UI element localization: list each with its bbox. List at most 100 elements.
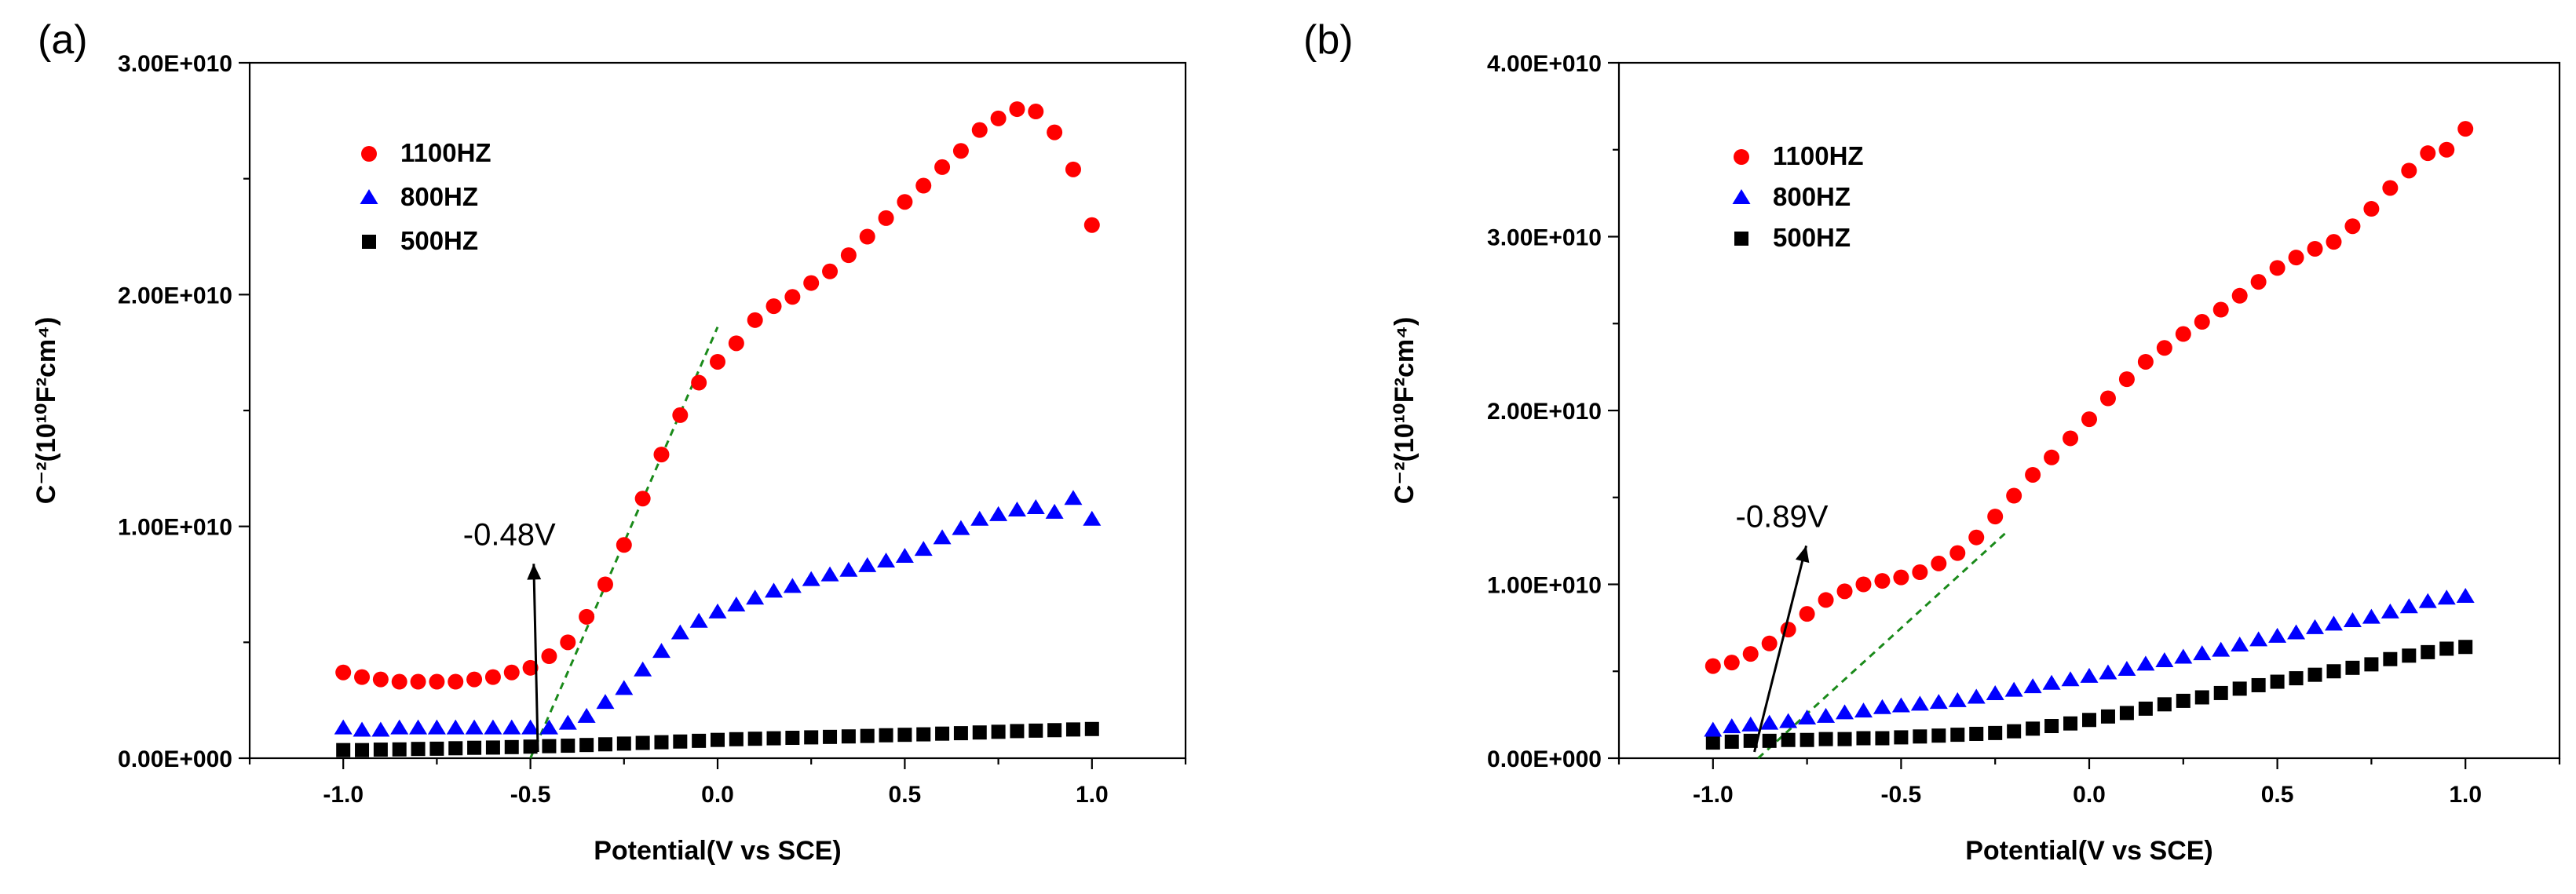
data-point-1100HZ xyxy=(2269,260,2286,276)
y-axis-title-a: C⁻²(10¹⁰F²cm⁴) xyxy=(31,317,61,505)
data-point-800HZ xyxy=(521,719,540,735)
data-point-1100HZ xyxy=(2137,353,2154,370)
data-point-800HZ xyxy=(689,612,708,628)
data-point-800HZ xyxy=(2399,598,2418,614)
data-point-500HZ xyxy=(747,732,762,746)
data-point-500HZ xyxy=(804,730,819,745)
x-tick-label: 1.0 xyxy=(2449,782,2482,808)
data-point-500HZ xyxy=(1047,723,1062,738)
annotation-arrow xyxy=(1753,546,1808,753)
data-point-500HZ xyxy=(2402,648,2417,663)
data-point-500HZ xyxy=(2026,721,2041,736)
annotation-label: -0.48V xyxy=(463,517,556,552)
data-point-1100HZ xyxy=(1968,529,1985,546)
data-point-800HZ xyxy=(1007,501,1026,516)
data-point-800HZ xyxy=(839,561,858,577)
data-point-800HZ xyxy=(708,603,727,619)
data-point-1100HZ xyxy=(391,673,407,690)
data-point-500HZ xyxy=(1010,724,1025,739)
y-tick-label: 0.00E+000 xyxy=(118,746,232,772)
data-point-1100HZ xyxy=(2025,466,2041,483)
data-point-1100HZ xyxy=(1083,217,1100,233)
data-point-800HZ xyxy=(2362,608,2381,624)
data-point-1100HZ xyxy=(335,664,352,681)
data-point-1100HZ xyxy=(2175,326,2191,342)
data-point-1100HZ xyxy=(448,673,464,690)
data-point-500HZ xyxy=(429,741,444,756)
data-point-1100HZ xyxy=(1761,635,1778,651)
data-point-500HZ xyxy=(411,742,426,757)
data-point-1100HZ xyxy=(1742,646,1759,662)
data-point-1100HZ xyxy=(915,177,932,194)
data-point-500HZ xyxy=(2307,667,2322,682)
data-point-800HZ xyxy=(933,529,952,545)
legend-marker-800HZ xyxy=(360,188,378,204)
series-800HZ xyxy=(1704,587,2475,737)
data-point-800HZ xyxy=(1873,699,1891,714)
legend-a: 1100HZ 800HZ 500HZ xyxy=(360,138,491,255)
data-point-500HZ xyxy=(1988,725,2003,740)
data-point-1100HZ xyxy=(2250,274,2267,290)
data-point-1100HZ xyxy=(653,447,670,463)
annotation-label: -0.89V xyxy=(1736,499,1829,534)
data-point-1100HZ xyxy=(710,353,725,370)
data-point-1100HZ xyxy=(597,576,613,593)
data-point-500HZ xyxy=(879,728,893,743)
data-point-500HZ xyxy=(2007,724,2022,739)
data-point-500HZ xyxy=(2251,677,2266,692)
data-point-500HZ xyxy=(1029,723,1043,738)
data-point-800HZ xyxy=(2231,637,2249,652)
data-point-500HZ xyxy=(523,739,538,754)
y-tick-label: 0.00E+000 xyxy=(1487,746,1602,772)
data-point-800HZ xyxy=(409,719,428,735)
data-point-500HZ xyxy=(1837,732,1852,746)
data-point-800HZ xyxy=(820,566,839,582)
data-point-1100HZ xyxy=(691,374,707,391)
data-point-800HZ xyxy=(652,643,670,659)
data-point-1100HZ xyxy=(2363,201,2380,217)
data-point-500HZ xyxy=(2270,674,2285,689)
data-point-1100HZ xyxy=(372,671,389,688)
data-point-800HZ xyxy=(484,719,502,735)
data-point-500HZ xyxy=(2421,644,2435,659)
data-point-500HZ xyxy=(860,728,875,743)
data-point-500HZ xyxy=(1705,735,1720,750)
data-point-800HZ xyxy=(1741,716,1760,732)
data-point-1100HZ xyxy=(1028,104,1044,120)
data-point-800HZ xyxy=(2456,587,2475,603)
data-point-1100HZ xyxy=(1836,583,1853,600)
data-point-1100HZ xyxy=(1009,101,1025,118)
data-point-1100HZ xyxy=(878,210,894,226)
data-point-500HZ xyxy=(1856,731,1871,746)
data-point-800HZ xyxy=(353,721,371,737)
data-point-800HZ xyxy=(952,520,970,535)
data-point-500HZ xyxy=(673,734,688,749)
data-point-500HZ xyxy=(635,735,650,750)
data-point-1100HZ xyxy=(2420,145,2436,162)
data-point-1100HZ xyxy=(1912,564,1928,580)
y-tick-label: 3.00E+010 xyxy=(118,51,232,77)
data-point-1100HZ xyxy=(2288,250,2304,266)
data-point-1100HZ xyxy=(2382,180,2399,196)
data-point-1100HZ xyxy=(2063,430,2079,447)
data-point-500HZ xyxy=(1800,732,1814,747)
data-point-800HZ xyxy=(577,707,596,723)
data-point-500HZ xyxy=(2194,690,2209,705)
data-point-800HZ xyxy=(1083,510,1102,526)
data-point-800HZ xyxy=(727,597,746,612)
data-point-500HZ xyxy=(373,743,388,757)
x-axis-title-a: Potential(V vs SCE) xyxy=(594,836,842,866)
data-point-800HZ xyxy=(2287,624,2306,640)
data-point-800HZ xyxy=(2061,671,2080,687)
data-point-500HZ xyxy=(2345,660,2360,675)
data-point-800HZ xyxy=(427,719,446,735)
data-point-500HZ xyxy=(485,740,500,755)
data-point-1100HZ xyxy=(1893,569,1909,586)
data-point-1100HZ xyxy=(560,634,576,651)
data-point-1100HZ xyxy=(616,537,632,553)
series-1100HZ xyxy=(335,101,1100,690)
data-point-1100HZ xyxy=(1705,658,1721,674)
data-point-800HZ xyxy=(1026,499,1045,515)
tangent-fit-line xyxy=(529,327,719,759)
